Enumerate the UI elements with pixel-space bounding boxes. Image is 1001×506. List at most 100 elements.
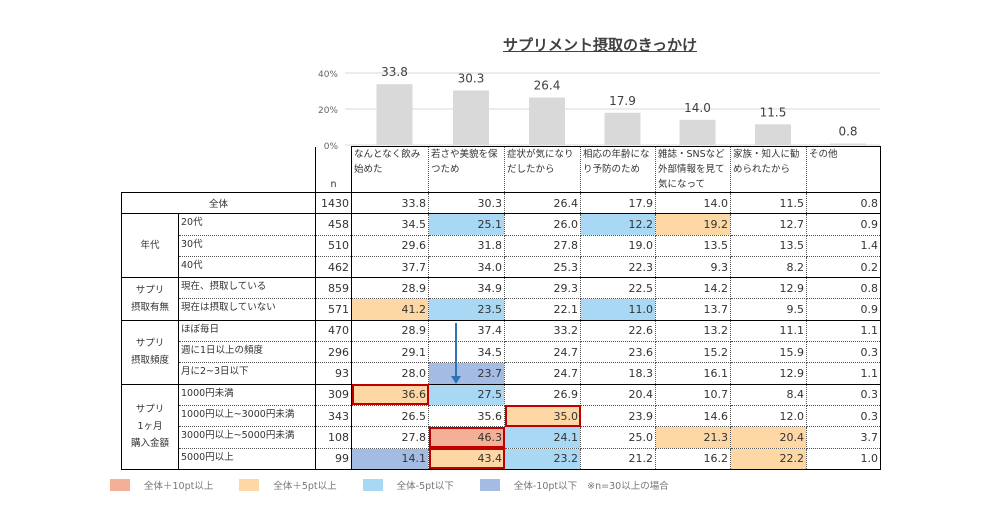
bar <box>604 112 641 145</box>
data-cell: 0.2 <box>806 255 881 279</box>
blank-cell <box>122 147 316 193</box>
data-cell: 20.4 <box>730 426 807 449</box>
data-cell: 12.0 <box>730 404 807 428</box>
table-row: サプリ 摂取有無 現在、摂取している 859 28.9 34.9 29.3 22.5 14.2… <box>121 277 881 321</box>
bar <box>453 90 489 145</box>
table-row: 年代 20代 458 34.5 25.1 26.0 12.2 19.2 12.7 0.9 <box>121 213 881 279</box>
data-cell: 13.2 <box>655 319 731 343</box>
data-cell: 0.8 <box>806 191 881 215</box>
data-cell: 25.0 <box>580 426 656 449</box>
data-cell: 3.7 <box>806 426 881 449</box>
bar-value-label: 11.5 <box>760 105 787 119</box>
data-cell: 26.0 <box>504 213 581 236</box>
data-cell: 11.1 <box>730 319 807 343</box>
data-cell: 26.5 <box>351 404 429 428</box>
data-cell: 26.9 <box>504 383 581 406</box>
bar-value-label: 33.8 <box>381 65 408 79</box>
data-cell: 18.3 <box>580 362 656 385</box>
data-cell: 0.9 <box>806 298 881 321</box>
data-cell: 24.1 <box>504 426 581 449</box>
data-cell: 28.9 <box>351 319 429 343</box>
data-cell: 0.3 <box>806 383 881 406</box>
data-cell: 23.5 <box>428 298 505 321</box>
row-group-label: 年代 <box>121 213 179 279</box>
data-cell: 1.1 <box>806 319 881 343</box>
column-header: その他 <box>806 146 881 193</box>
data-cell: 19.2 <box>655 213 731 236</box>
legend-label: 全体-5pt以下 <box>396 481 454 492</box>
data-cell: 21.2 <box>580 447 656 470</box>
data-cell: 35.6 <box>428 404 505 428</box>
bar <box>529 97 565 145</box>
legend-swatch <box>239 479 260 491</box>
data-cell: 34.5 <box>351 213 429 236</box>
y-tick-label: 0% <box>324 142 339 150</box>
column-header: なんとなく飲み始めた <box>351 146 429 193</box>
data-cell: 27.8 <box>504 234 581 257</box>
legend-label: 全体-10pt以下 <box>513 481 578 492</box>
data-cell: 22.1 <box>504 298 581 321</box>
table-row: 全体 1430 33.8 30.3 26.4 17.9 14.0 11.5 0.8 <box>121 191 881 215</box>
n-value: 309 <box>315 383 352 406</box>
data-cell: 30.3 <box>428 191 505 215</box>
chart-title: サプリメント摂取のきっかけ <box>503 36 697 54</box>
legend-label: 全体＋10pt以上 <box>144 481 214 492</box>
data-cell: 23.2 <box>504 447 581 470</box>
data-cell: 24.7 <box>504 341 581 364</box>
data-cell: 0.9 <box>806 213 881 236</box>
row-label: 5000円以上 <box>178 447 316 470</box>
row-group-label: サプリ 摂取頻度 <box>121 319 179 385</box>
data-cell: 29.3 <box>504 277 581 300</box>
bar-value-label: 0.8 <box>838 125 857 139</box>
table-row: 現在は摂取していない 571 41.2 23.5 22.1 11.0 13.7 9.5 0.9 <box>122 298 881 321</box>
n-value: 296 <box>315 341 352 364</box>
row-group-label: サプリ 1ヶ月 購入金額 <box>121 383 179 470</box>
data-cell: 31.8 <box>428 234 505 257</box>
n-value: 571 <box>315 298 352 321</box>
data-cell: 36.6 <box>351 383 429 406</box>
data-cell: 1.4 <box>806 234 881 257</box>
table-row: 5000円以上 99 14.1 43.4 23.2 21.2 16.2 22.2 1.0 <box>122 447 881 470</box>
table-row: 1000円以上~3000円未満 343 26.5 35.6 35.0 23.9 14.6 12… <box>122 404 881 428</box>
row-group-label: サプリ 摂取有無 <box>121 277 179 321</box>
n-value: 93 <box>315 362 352 385</box>
data-cell: 37.4 <box>428 319 505 343</box>
data-cell: 23.7 <box>428 362 505 385</box>
row-label: 週に1日以上の頻度 <box>178 341 316 364</box>
column-header: 家族・知人に勧められたから <box>730 146 807 193</box>
data-cell: 12.9 <box>730 277 807 300</box>
n-value: 462 <box>315 255 352 279</box>
data-cell: 12.2 <box>580 213 656 236</box>
row-label: 月に2~3日以下 <box>178 362 316 385</box>
legend-label: 全体＋5pt以上 <box>273 481 337 492</box>
row-label: 現在は摂取していない <box>178 298 316 321</box>
data-cell: 37.7 <box>351 255 429 279</box>
data-cell: 14.6 <box>655 404 731 428</box>
row-group-label: 全体 <box>121 191 316 215</box>
data-cell: 34.0 <box>428 255 505 279</box>
row-label: 現在、摂取している <box>178 277 316 300</box>
bar-value-label: 26.4 <box>534 78 561 92</box>
data-cell: 13.5 <box>655 234 731 257</box>
data-cell: 33.2 <box>504 319 581 343</box>
data-cell: 33.8 <box>351 191 429 215</box>
bar <box>679 119 716 145</box>
bar-chart: 0% 20% 40% 33.8 30.3 26.4 17.9 14.0 11.5 0.8 <box>318 65 880 150</box>
data-cell: 16.2 <box>655 447 731 470</box>
row-label: 1000円未満 <box>178 383 316 406</box>
data-cell: 14.1 <box>351 447 429 470</box>
data-cell: 13.5 <box>730 234 807 257</box>
note: ※n=30以上の場合 <box>587 481 669 492</box>
n-value: 458 <box>315 213 352 236</box>
y-tick-label: 40% <box>318 70 338 80</box>
data-cell: 43.4 <box>428 447 505 470</box>
column-header: 雑誌・SNSなど外部情報を見て気になって <box>655 146 731 193</box>
n-value: 859 <box>315 277 352 300</box>
data-cell: 23.6 <box>580 341 656 364</box>
data-cell: 11.5 <box>730 191 807 215</box>
data-cell: 1.0 <box>806 447 881 470</box>
data-cell: 0.3 <box>806 404 881 428</box>
column-header: 症状が気になりだしたから <box>504 146 581 193</box>
crosstab-table: n なんとなく飲み始めた 若さや美貌を保つため 症状が気になりだしたから 相応の年齢にな… <box>121 146 881 470</box>
data-cell: 27.5 <box>428 383 505 406</box>
